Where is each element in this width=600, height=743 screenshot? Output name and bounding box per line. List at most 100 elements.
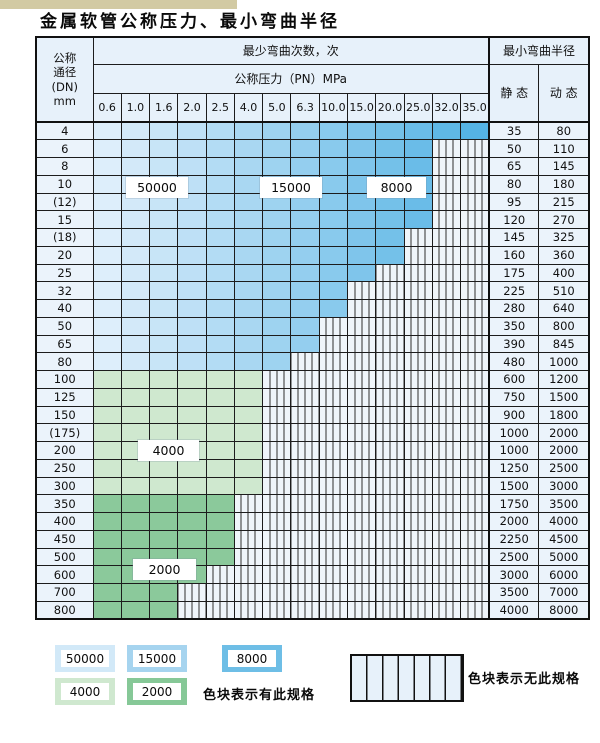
cycle-cell [149, 245, 179, 265]
static-radius-cell: 750 [487, 387, 540, 407]
cycle-cell [262, 281, 292, 300]
cycle-cell [233, 352, 264, 371]
cycle-cell [177, 210, 207, 229]
no-spec-cell [431, 299, 462, 318]
cycle-cell [262, 139, 292, 158]
header-pressure-value: 32.0 [431, 92, 462, 123]
no-spec-cell [290, 583, 320, 602]
no-spec-cell [290, 387, 320, 407]
no-spec-cell [318, 405, 349, 425]
cycle-cell [177, 352, 207, 371]
no-spec-cell [460, 352, 490, 371]
cycle-cell [120, 299, 151, 318]
static-radius-cell: 390 [487, 334, 540, 354]
table-row: 20 160 360 [35, 245, 590, 265]
no-spec-cell [460, 494, 490, 513]
cycle-cell [92, 192, 122, 212]
table-row: 500 2500 5000 [35, 547, 590, 567]
no-spec-cell [347, 334, 377, 354]
cycle-cell [120, 512, 151, 531]
dynamic-radius-cell: 3500 [538, 494, 590, 513]
cycle-cell [92, 121, 122, 141]
header-pressure-value: 2.0 [177, 92, 207, 123]
cycle-cell [177, 316, 207, 336]
header-bend-cycles: 最少弯曲次数，次 [92, 36, 490, 65]
no-spec-cell [290, 476, 320, 496]
no-spec-cell [431, 228, 462, 247]
cycle-cell [177, 334, 207, 354]
cycle-cell [347, 139, 377, 158]
static-radius-cell: 1000 [487, 441, 540, 460]
cycle-cell [375, 139, 405, 158]
no-spec-cell [233, 583, 264, 602]
no-spec-cell [262, 476, 292, 496]
cycle-cell [120, 245, 151, 265]
no-spec-cell [460, 387, 490, 407]
cycle-cell [205, 494, 235, 513]
table-row: 450 2250 4500 [35, 529, 590, 549]
cycle-cell [120, 370, 151, 389]
no-spec-cell [347, 512, 377, 531]
dynamic-radius-cell: 1200 [538, 370, 590, 389]
cycle-cell [233, 387, 264, 407]
dn-cell: 40 [35, 299, 94, 318]
no-spec-cell [460, 583, 490, 602]
cycle-cell [177, 494, 207, 513]
legend-value-8000: 8000 [228, 650, 276, 667]
cycle-cell [92, 423, 122, 442]
cycle-cell [177, 529, 207, 549]
no-spec-cell [262, 405, 292, 425]
no-spec-cell [318, 316, 349, 336]
no-spec-cell [460, 174, 490, 194]
cycle-cell [149, 334, 179, 354]
dynamic-radius-cell: 8000 [538, 600, 590, 620]
table-row: 80 480 1000 [35, 352, 590, 371]
cycle-cell [262, 210, 292, 229]
table-row: 15 120 270 [35, 210, 590, 229]
dn-cell: 300 [35, 476, 94, 496]
cycle-cell [177, 512, 207, 531]
no-spec-cell [431, 334, 462, 354]
cycle-cell [233, 192, 264, 212]
cycle-cell [233, 299, 264, 318]
cycle-cell [92, 174, 122, 194]
static-radius-cell: 1750 [487, 494, 540, 513]
no-spec-cell [431, 387, 462, 407]
static-radius-cell: 2500 [487, 547, 540, 567]
no-spec-cell [431, 139, 462, 158]
header-dn: 公称 通径 (DN) mm [35, 36, 94, 123]
cycle-cell [120, 281, 151, 300]
zone-label-8000: 8000 [367, 177, 426, 198]
table-row: (175) 1000 2000 [35, 423, 590, 442]
cycle-cell [92, 387, 122, 407]
static-radius-cell: 65 [487, 157, 540, 176]
no-spec-cell [460, 316, 490, 336]
legend-no-spec-swatch [350, 654, 464, 702]
zone-label-2000: 2000 [133, 559, 196, 580]
no-spec-cell [375, 387, 405, 407]
cycle-cell [233, 458, 264, 478]
cycle-cell [177, 263, 207, 283]
table-row: 100 600 1200 [35, 370, 590, 389]
no-spec-cell [290, 565, 320, 584]
header-pressure-value: 25.0 [403, 92, 433, 123]
no-spec-cell [403, 512, 433, 531]
no-spec-cell [460, 529, 490, 549]
no-spec-cell [460, 458, 490, 478]
cycle-cell [375, 157, 405, 176]
cycle-cell [92, 245, 122, 265]
cycle-cell [92, 299, 122, 318]
no-spec-cell [318, 441, 349, 460]
dn-cell: 150 [35, 405, 94, 425]
cycle-cell [347, 245, 377, 265]
cycle-cell [120, 228, 151, 247]
no-spec-cell [460, 228, 490, 247]
legend-value-50000: 50000 [61, 650, 109, 667]
table-row: 400 2000 4000 [35, 512, 590, 531]
dn-cell: 200 [35, 441, 94, 460]
table-row: 600 3000 6000 [35, 565, 590, 584]
no-spec-cell [431, 423, 462, 442]
no-spec-cell [460, 441, 490, 460]
no-spec-cell [347, 583, 377, 602]
